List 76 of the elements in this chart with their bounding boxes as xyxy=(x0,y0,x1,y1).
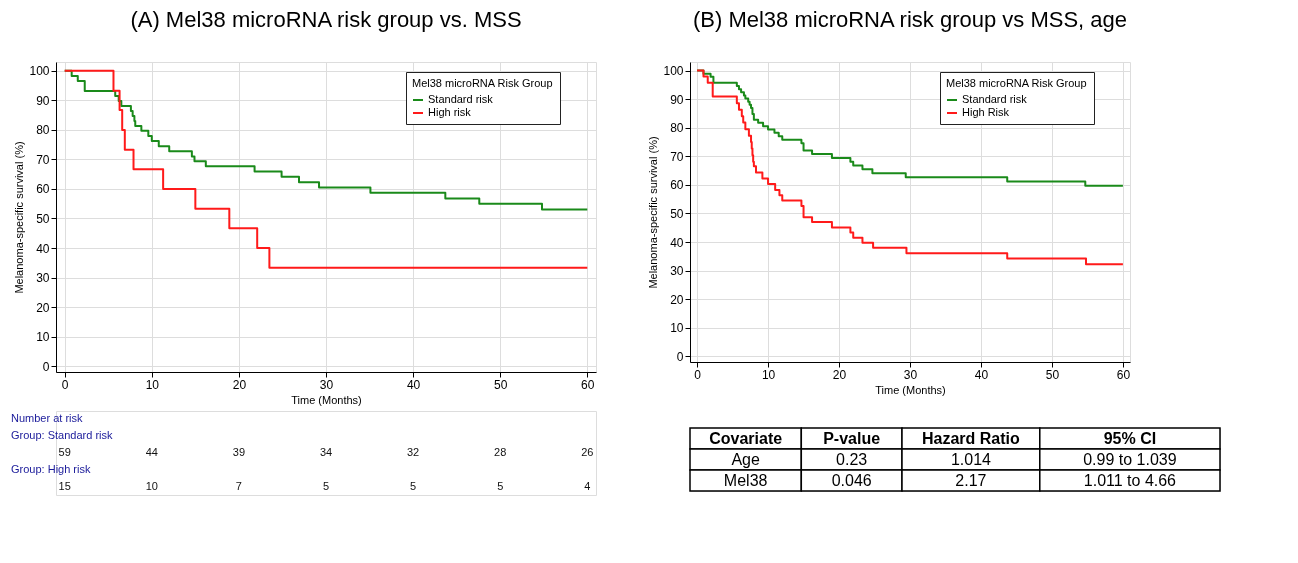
legend-label: High risk xyxy=(428,106,472,118)
text: 1.014 xyxy=(950,450,992,468)
x-tick-label: 10 xyxy=(145,377,160,392)
y-tick-label: 100 xyxy=(663,64,684,79)
y-tick-label: 0 xyxy=(676,349,684,364)
text: 28 xyxy=(494,446,507,458)
text: Group: Standard risk xyxy=(11,429,113,441)
y-tick-label: 70 xyxy=(670,149,684,164)
text: 26 xyxy=(581,446,594,458)
x-tick-label: 20 xyxy=(832,367,847,382)
legend-label: High Risk xyxy=(962,106,1010,118)
text: 15 xyxy=(58,480,71,492)
text: Age xyxy=(731,450,760,468)
text: 95% CI xyxy=(1103,429,1157,447)
y-tick-label: 60 xyxy=(36,182,50,197)
y-tick-label: 10 xyxy=(36,330,50,345)
y-tick-label: 50 xyxy=(36,211,50,226)
text: 34 xyxy=(319,446,333,458)
text: 10 xyxy=(145,480,158,492)
text: 0.23 xyxy=(836,450,868,468)
x-tick-label: 60 xyxy=(581,377,595,392)
text: 59 xyxy=(58,446,71,458)
text: 1.011 to 4.66 xyxy=(1083,471,1177,489)
x-tick-label: 60 xyxy=(1116,367,1131,382)
text: 0.046 xyxy=(831,471,872,489)
text: Number at risk xyxy=(11,412,84,424)
y-tick-label: 40 xyxy=(36,241,50,256)
y-axis-title: Melanoma-specific survival (%) xyxy=(13,141,26,294)
y-tick-label: 80 xyxy=(670,121,684,136)
y-tick-label: 100 xyxy=(29,64,50,79)
y-tick-label: 90 xyxy=(670,92,684,107)
x-tick-label: 40 xyxy=(974,367,989,382)
y-tick-label: 50 xyxy=(670,206,684,221)
text: 2.17 xyxy=(955,471,987,489)
y-tick-label: 90 xyxy=(36,93,50,108)
y-tick-label: 60 xyxy=(670,178,684,193)
text: Group: High risk xyxy=(11,463,91,475)
x-axis-title: Time (Months) xyxy=(875,383,946,396)
chart-title: (B) Mel38 microRNA risk group vs MSS, age xyxy=(692,7,1128,32)
y-tick-label: 80 xyxy=(36,123,50,138)
y-tick-label: 30 xyxy=(670,264,684,279)
text: 0.99 to 1.039 xyxy=(1083,450,1177,468)
y-axis-title: Melanoma-specific survival (%) xyxy=(647,136,660,289)
text: P-value xyxy=(823,429,881,447)
text: 7 xyxy=(235,480,242,492)
x-tick-label: 20 xyxy=(232,377,247,392)
text: Covariate xyxy=(709,429,783,447)
x-tick-label: 30 xyxy=(903,367,918,382)
y-tick-label: 20 xyxy=(36,300,50,315)
text: 39 xyxy=(232,446,246,458)
legend-label: Standard risk xyxy=(428,93,494,105)
x-tick-label: 30 xyxy=(319,377,334,392)
x-tick-label: 0 xyxy=(61,377,69,392)
x-tick-label: 50 xyxy=(494,377,508,392)
text: 5 xyxy=(322,480,330,492)
x-tick-label: 0 xyxy=(694,367,702,382)
legend-title: Mel38 microRNA Risk Group xyxy=(412,77,553,89)
text: 4 xyxy=(584,480,591,492)
text: 5 xyxy=(410,480,417,492)
legend-label: Standard risk xyxy=(962,93,1028,105)
text: 5 xyxy=(497,480,504,492)
text: 32 xyxy=(406,446,420,458)
x-tick-label: 50 xyxy=(1045,367,1060,382)
chart-title: (A) Mel38 microRNA risk group vs. MSS xyxy=(130,7,522,32)
text: Mel38 xyxy=(723,471,768,489)
x-tick-label: 40 xyxy=(406,377,421,392)
x-axis-title: Time (Months) xyxy=(291,393,362,406)
text: Hazard Ratio xyxy=(922,429,1021,447)
y-tick-label: 10 xyxy=(670,321,684,336)
y-tick-label: 20 xyxy=(670,292,684,307)
y-tick-label: 40 xyxy=(670,235,684,250)
y-tick-label: 70 xyxy=(36,152,50,167)
text: 44 xyxy=(145,446,158,458)
legend-title: Mel38 microRNA Risk Group xyxy=(946,77,1087,89)
y-tick-label: 30 xyxy=(36,271,50,286)
x-tick-label: 10 xyxy=(761,367,776,382)
